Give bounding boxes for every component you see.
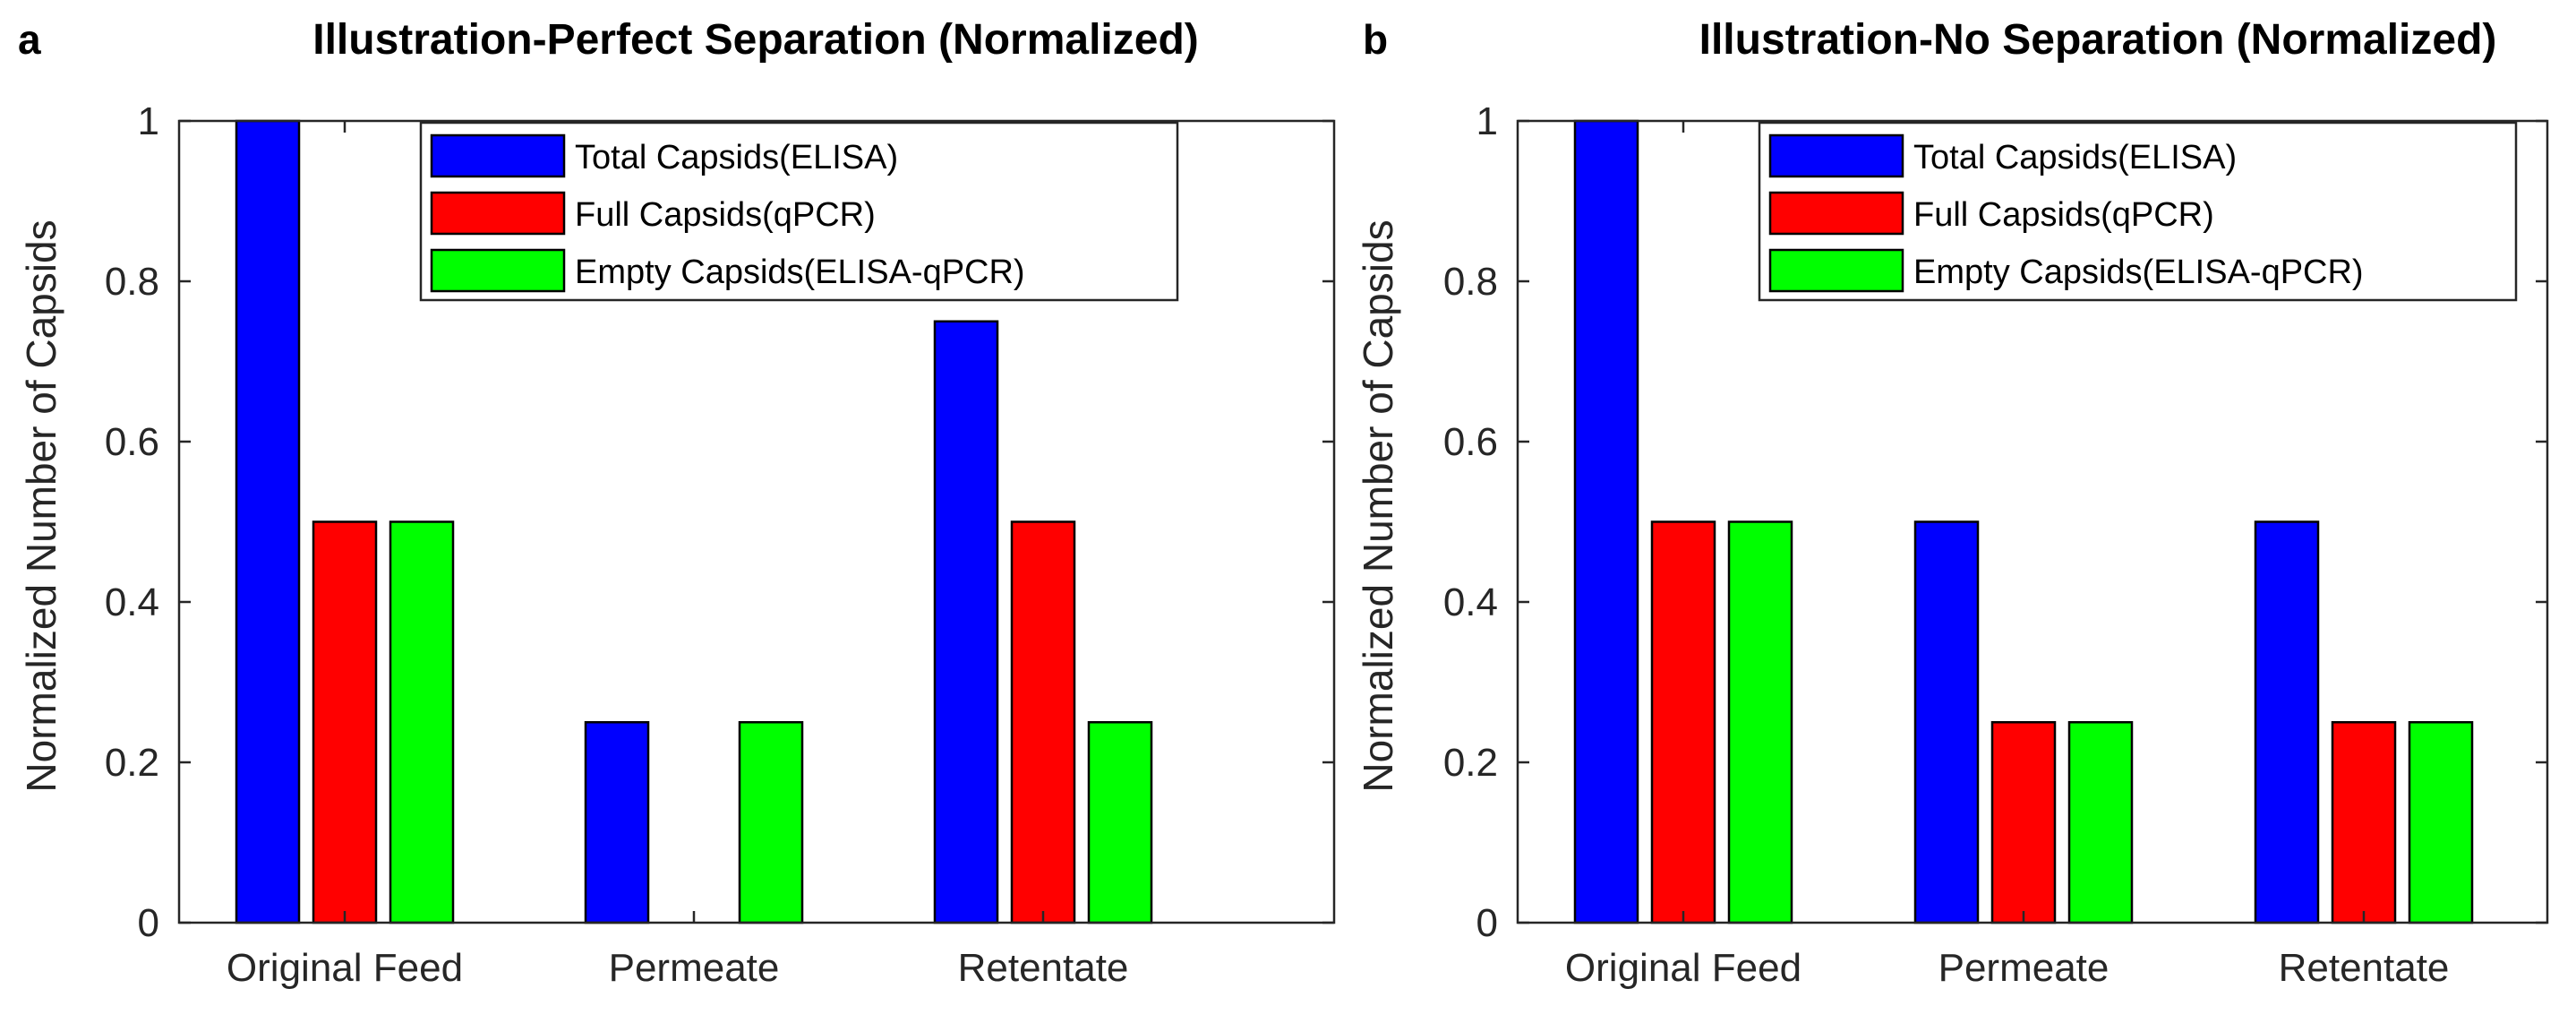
legend-swatch bbox=[430, 191, 566, 236]
legend-entry-label: Total Capsids(ELISA) bbox=[1913, 139, 2237, 176]
x-tick-label: Retentate bbox=[958, 946, 1129, 990]
legend-swatch bbox=[430, 133, 566, 178]
x-tick-labels-a: Original Feed Permeate Retentate bbox=[227, 946, 1128, 990]
y-tick-label: 1 bbox=[138, 99, 159, 143]
bar-full-capsids bbox=[2331, 721, 2397, 924]
x-tick-label: Permeate bbox=[1938, 946, 2110, 990]
legend-entry-label: Total Capsids(ELISA) bbox=[575, 139, 898, 176]
legend-entry-label: Empty Capsids(ELISA-qPCR) bbox=[575, 254, 1025, 291]
legend-entry-label: Empty Capsids(ELISA-qPCR) bbox=[1913, 254, 2364, 291]
legend-swatch bbox=[1768, 191, 1904, 236]
legend-entry-label: Full Capsids(qPCR) bbox=[1913, 196, 2214, 234]
axes-box-a bbox=[177, 119, 1336, 924]
x-tick-label: Permeate bbox=[609, 946, 780, 990]
bar-full-capsids bbox=[1990, 721, 2057, 924]
x-tick-labels-b: Original Feed Permeate Retentate bbox=[1565, 946, 2449, 990]
panel-label-a: a bbox=[18, 16, 41, 63]
bar-empty-capsids bbox=[738, 721, 804, 924]
x-tick-label: Original Feed bbox=[1565, 946, 1801, 990]
bar-full-capsids bbox=[1010, 520, 1076, 924]
y-tick-label: 0.2 bbox=[1443, 741, 1498, 785]
y-tick-label: 1 bbox=[1476, 99, 1498, 143]
y-tick-label: 0.8 bbox=[1443, 260, 1498, 304]
y-tick-label: 0.6 bbox=[105, 420, 159, 464]
x-tick-label: Original Feed bbox=[227, 946, 463, 990]
legend-swatch bbox=[1768, 248, 1904, 293]
chart-panel-a: a Illustration-Perfect Separation (Norma… bbox=[18, 16, 1336, 990]
bar-empty-capsids bbox=[2067, 721, 2134, 924]
legend-a: Total Capsids(ELISA) Full Capsids(qPCR) Em… bbox=[419, 121, 1179, 302]
bar-full-capsids bbox=[312, 520, 378, 924]
chart-panel-b: b Illustration-No Separation (Normalized… bbox=[1355, 16, 2549, 990]
bar-total-capsids bbox=[1573, 119, 1639, 924]
x-tick-label: Retentate bbox=[2279, 946, 2450, 990]
bars-b bbox=[1573, 119, 2474, 924]
chart-title-a: Illustration-Perfect Separation (Normali… bbox=[312, 16, 1199, 64]
bar-empty-capsids bbox=[2408, 721, 2474, 924]
y-tick-label: 0 bbox=[1476, 901, 1498, 945]
tick-marks-b bbox=[1518, 119, 2547, 924]
y-axis-label-b: Normalized Number of Capsids bbox=[1355, 219, 1401, 792]
bar-empty-capsids bbox=[389, 520, 455, 924]
y-tick-label: 0.2 bbox=[105, 741, 159, 785]
legend-swatch bbox=[1768, 133, 1904, 178]
bar-empty-capsids bbox=[1087, 721, 1153, 924]
bar-total-capsids bbox=[584, 721, 650, 924]
y-tick-label: 0.8 bbox=[105, 260, 159, 304]
legend-b: Total Capsids(ELISA) Full Capsids(qPCR) Em… bbox=[1758, 121, 2518, 302]
axes-box-b bbox=[1516, 119, 2549, 924]
bar-total-capsids bbox=[235, 119, 301, 924]
y-axis-label-a: Normalized Number of Capsids bbox=[18, 219, 64, 792]
y-tick-label: 0.6 bbox=[1443, 420, 1498, 464]
panel-label-b: b bbox=[1363, 16, 1388, 63]
y-tick-label: 0.4 bbox=[1443, 580, 1498, 624]
bar-total-capsids bbox=[933, 320, 999, 924]
chart-title-b: Illustration-No Separation (Normalized) bbox=[1699, 16, 2497, 64]
bar-total-capsids bbox=[2254, 520, 2320, 924]
y-tick-label: 0.4 bbox=[105, 580, 159, 624]
bar-total-capsids bbox=[1913, 520, 1980, 924]
y-tick-labels-a: 0 0.2 0.4 0.6 0.8 1 bbox=[105, 99, 159, 945]
bar-full-capsids bbox=[1650, 520, 1716, 924]
bar-empty-capsids bbox=[1727, 520, 1793, 924]
legend-swatch bbox=[430, 248, 566, 293]
tick-marks-a bbox=[179, 119, 1334, 924]
y-tick-labels-b: 0 0.2 0.4 0.6 0.8 1 bbox=[1443, 99, 1498, 945]
legend-entry-label: Full Capsids(qPCR) bbox=[575, 196, 876, 234]
y-tick-label: 0 bbox=[138, 901, 159, 945]
bars-a bbox=[235, 119, 1153, 924]
